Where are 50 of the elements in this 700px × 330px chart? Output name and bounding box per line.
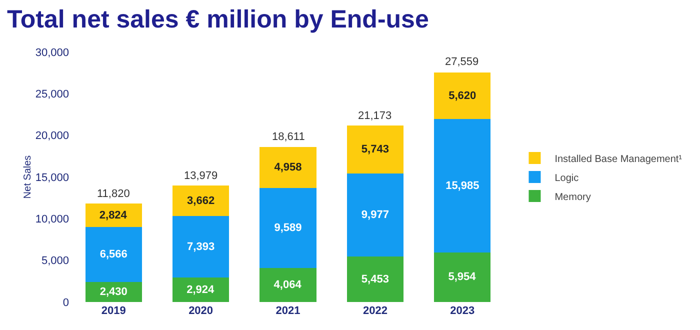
- x-tick-label: 2022: [362, 305, 388, 317]
- data-label: 7,393: [187, 240, 215, 253]
- data-label: 6,566: [100, 248, 128, 260]
- legend-label: Memory: [554, 192, 591, 203]
- data-label: 15,985: [446, 180, 480, 192]
- data-label: 5,954: [448, 271, 477, 284]
- data-label: 5,743: [361, 143, 389, 156]
- data-label: 3,662: [187, 194, 215, 207]
- x-tick-label: 2023: [450, 305, 475, 317]
- bar: [260, 188, 316, 268]
- bar: [434, 252, 491, 302]
- data-label: 2,924: [186, 284, 216, 296]
- bar: [85, 227, 142, 282]
- bar: [172, 278, 230, 302]
- y-tick-label: 0: [62, 296, 69, 309]
- data-label: 4,958: [274, 162, 302, 174]
- y-tick-label: 15,000: [35, 172, 69, 184]
- data-label: 5,620: [448, 90, 476, 102]
- total-label: 13,979: [184, 170, 218, 182]
- bar: [346, 173, 404, 257]
- x-tick-label: 2021: [276, 305, 300, 317]
- y-tick-label: 30,000: [35, 46, 69, 59]
- y-tick-label: 25,000: [35, 88, 69, 101]
- bar: [346, 256, 404, 302]
- data-label: 2,824: [99, 209, 128, 222]
- bar: [172, 216, 230, 278]
- y-tick-label: 20,000: [35, 130, 69, 142]
- data-label: 9,589: [274, 222, 302, 234]
- y-tick-label: 10,000: [35, 214, 69, 226]
- bar: [260, 268, 316, 302]
- data-label: 9,977: [361, 208, 389, 221]
- total-label: 21,173: [358, 110, 392, 122]
- data-label: 5,453: [361, 273, 389, 286]
- total-label: 11,820: [97, 188, 130, 200]
- bar: [260, 146, 316, 188]
- y-tick-label: 5,000: [41, 255, 69, 268]
- x-tick-label: 2020: [188, 305, 214, 317]
- bar: [346, 126, 404, 174]
- total-label: 27,559: [445, 56, 479, 68]
- x-tick-label: 2019: [101, 305, 126, 317]
- chart-title: Total net sales € million by End-use: [7, 5, 429, 34]
- bar: [434, 72, 491, 120]
- total-label: 18,611: [272, 131, 305, 143]
- bar: [172, 186, 230, 216]
- data-label: 2,430: [100, 286, 128, 298]
- bar: [434, 119, 491, 252]
- data-label: 4,064: [274, 279, 302, 292]
- y-axis-title: Net Sales: [22, 155, 34, 199]
- legend-label: Logic: [554, 172, 579, 184]
- legend-label: Installed Base Management¹: [554, 154, 683, 165]
